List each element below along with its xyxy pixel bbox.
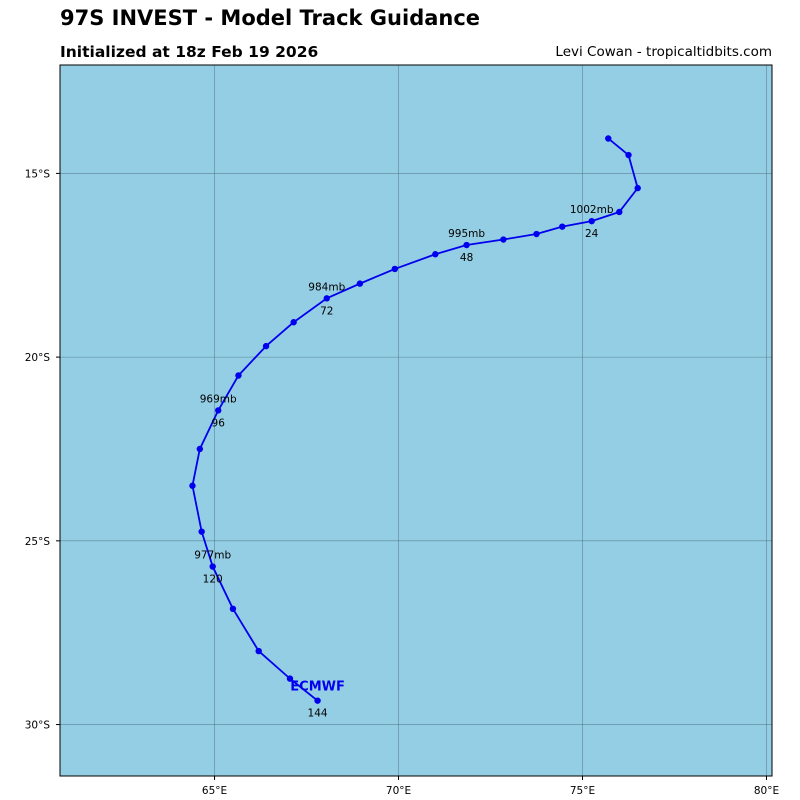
track-point bbox=[625, 151, 632, 159]
tick-label-lon: 80°E bbox=[754, 785, 779, 797]
track-point bbox=[500, 236, 507, 243]
chart-subtitle: Initialized at 18z Feb 19 2026 bbox=[60, 43, 319, 61]
track-point bbox=[432, 251, 439, 258]
pressure-label: 977mb bbox=[194, 550, 231, 562]
credit-text: Levi Cowan - tropicaltidbits.com bbox=[555, 44, 772, 60]
track-point bbox=[605, 135, 612, 142]
track-point bbox=[356, 280, 364, 287]
forecast-hour-label: 120 bbox=[203, 574, 223, 586]
track-point bbox=[616, 208, 623, 216]
track-point bbox=[634, 184, 641, 192]
track-point bbox=[286, 675, 294, 682]
track-point bbox=[323, 295, 330, 302]
forecast-hour-label: 96 bbox=[212, 417, 226, 429]
track-point bbox=[196, 445, 204, 453]
pressure-label: 995mb bbox=[448, 228, 485, 240]
model-tracks: 1002mb 24 995mb 48 984mb 72 969mb 96 977mb 120 144… bbox=[189, 135, 641, 720]
track-point bbox=[262, 342, 270, 350]
pressure-label: 969mb bbox=[200, 393, 237, 405]
track-point bbox=[533, 230, 540, 238]
tick-label-lat: 15°S bbox=[25, 168, 51, 180]
tick-label-lon: 70°E bbox=[386, 785, 411, 797]
track-point bbox=[391, 265, 399, 273]
ocean-background bbox=[60, 65, 772, 776]
track-point bbox=[290, 319, 297, 326]
tick-label-lat: 30°S bbox=[25, 720, 51, 732]
track-point bbox=[215, 407, 222, 414]
track-point bbox=[314, 697, 321, 704]
tick-label-lon: 65°E bbox=[202, 785, 227, 797]
axis-ticks: 65°E 70°E 75°E 80°E 15°S 20°S 25°S 30°S bbox=[25, 168, 779, 797]
tick-label-lon: 75°E bbox=[570, 785, 595, 797]
pressure-label: 984mb bbox=[308, 281, 345, 293]
tick-label-lat: 20°S bbox=[25, 352, 51, 364]
model-name-label: ECMWF bbox=[290, 680, 345, 695]
chart-title: 97S INVEST - Model Track Guidance bbox=[60, 6, 481, 30]
forecast-hour-label: 48 bbox=[460, 252, 473, 264]
track-point bbox=[229, 605, 237, 613]
forecast-hour-label: 144 bbox=[308, 708, 328, 720]
pressure-label: 1002mb bbox=[570, 204, 614, 216]
track-point bbox=[255, 647, 262, 655]
map-frame bbox=[59, 64, 773, 777]
tick-label-lat: 25°S bbox=[25, 536, 51, 548]
forecast-hour-label: 72 bbox=[320, 305, 333, 317]
track-point bbox=[588, 217, 595, 225]
track-point bbox=[209, 563, 216, 570]
track-point bbox=[235, 372, 242, 379]
lat-lon-grid bbox=[60, 65, 772, 776]
track-point bbox=[463, 241, 470, 249]
forecast-hour-label: 24 bbox=[585, 228, 599, 240]
track-point bbox=[189, 482, 196, 489]
track-point bbox=[559, 223, 566, 230]
track-point bbox=[198, 528, 205, 535]
